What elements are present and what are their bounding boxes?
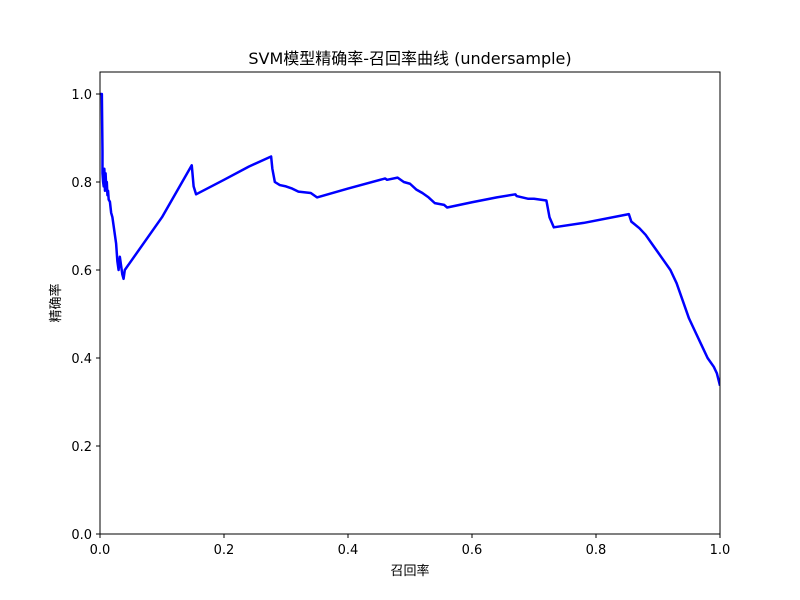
x-tick-label: 0.6 [462, 543, 483, 558]
y-axis: 0.0 0.2 0.4 0.6 0.8 1.0 [71, 88, 100, 543]
x-tick-label: 0.2 [214, 543, 235, 558]
y-tick-label: 0.4 [71, 352, 92, 367]
plot-area [100, 92, 720, 387]
x-tick-label: 0.0 [90, 543, 111, 558]
y-tick-label: 0.2 [71, 440, 92, 455]
y-tick-label: 0.0 [71, 528, 92, 543]
plot-frame [99, 71, 721, 535]
x-tick-label: 0.4 [338, 543, 359, 558]
x-axis-label: 召回率 [390, 563, 429, 579]
y-axis-label: 精确率 [48, 283, 64, 322]
x-axis: 0.0 0.2 0.4 0.6 0.8 1.0 [90, 534, 731, 558]
y-tick-label: 0.6 [71, 264, 92, 279]
chart-title: SVM模型精确率-召回率曲线 (undersample) [248, 49, 571, 68]
y-tick-label: 0.8 [71, 176, 92, 191]
x-tick-label: 1.0 [710, 543, 731, 558]
x-tick-label: 0.8 [586, 543, 607, 558]
precision-recall-line [100, 92, 720, 387]
y-tick-label: 1.0 [71, 88, 92, 103]
